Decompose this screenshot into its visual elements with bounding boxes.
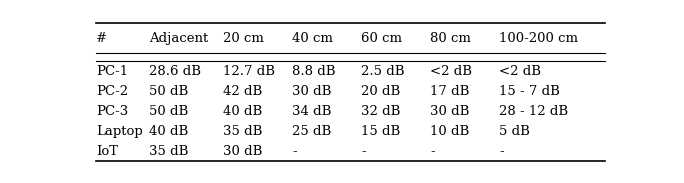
Text: PC-1: PC-1 bbox=[96, 65, 128, 78]
Text: -: - bbox=[292, 145, 297, 158]
Text: <2 dB: <2 dB bbox=[499, 65, 541, 78]
Text: PC-3: PC-3 bbox=[96, 105, 129, 118]
Text: 50 dB: 50 dB bbox=[149, 105, 188, 118]
Text: 20 cm: 20 cm bbox=[223, 32, 264, 45]
Text: 28.6 dB: 28.6 dB bbox=[149, 65, 201, 78]
Text: -: - bbox=[361, 145, 366, 158]
Text: 34 dB: 34 dB bbox=[292, 105, 332, 118]
Text: 17 dB: 17 dB bbox=[430, 85, 469, 98]
Text: 5 dB: 5 dB bbox=[499, 125, 530, 138]
Text: 50 dB: 50 dB bbox=[149, 85, 188, 98]
Text: 32 dB: 32 dB bbox=[361, 105, 401, 118]
Text: IoT: IoT bbox=[96, 145, 118, 158]
Text: 15 dB: 15 dB bbox=[361, 125, 400, 138]
Text: -: - bbox=[430, 145, 435, 158]
Text: PC-2: PC-2 bbox=[96, 85, 128, 98]
Text: 60 cm: 60 cm bbox=[361, 32, 402, 45]
Text: 42 dB: 42 dB bbox=[223, 85, 263, 98]
Text: 2.5 dB: 2.5 dB bbox=[361, 65, 405, 78]
Text: 40 dB: 40 dB bbox=[149, 125, 188, 138]
Text: 12.7 dB: 12.7 dB bbox=[223, 65, 276, 78]
Text: 25 dB: 25 dB bbox=[292, 125, 332, 138]
Text: 35 dB: 35 dB bbox=[149, 145, 189, 158]
Text: <2 dB: <2 dB bbox=[430, 65, 472, 78]
Text: Laptop: Laptop bbox=[96, 125, 143, 138]
Text: 15 - 7 dB: 15 - 7 dB bbox=[499, 85, 560, 98]
Text: 10 dB: 10 dB bbox=[430, 125, 469, 138]
Text: 20 dB: 20 dB bbox=[361, 85, 400, 98]
Text: 40 dB: 40 dB bbox=[223, 105, 263, 118]
Text: -: - bbox=[499, 145, 503, 158]
Text: 100-200 cm: 100-200 cm bbox=[499, 32, 578, 45]
Text: 8.8 dB: 8.8 dB bbox=[292, 65, 336, 78]
Text: 35 dB: 35 dB bbox=[223, 125, 263, 138]
Text: 80 cm: 80 cm bbox=[430, 32, 471, 45]
Text: Adjacent: Adjacent bbox=[149, 32, 209, 45]
Text: 40 cm: 40 cm bbox=[292, 32, 333, 45]
Text: 30 dB: 30 dB bbox=[292, 85, 332, 98]
Text: 28 - 12 dB: 28 - 12 dB bbox=[499, 105, 568, 118]
Text: 30 dB: 30 dB bbox=[430, 105, 469, 118]
Text: 30 dB: 30 dB bbox=[223, 145, 263, 158]
Text: #: # bbox=[96, 32, 107, 45]
